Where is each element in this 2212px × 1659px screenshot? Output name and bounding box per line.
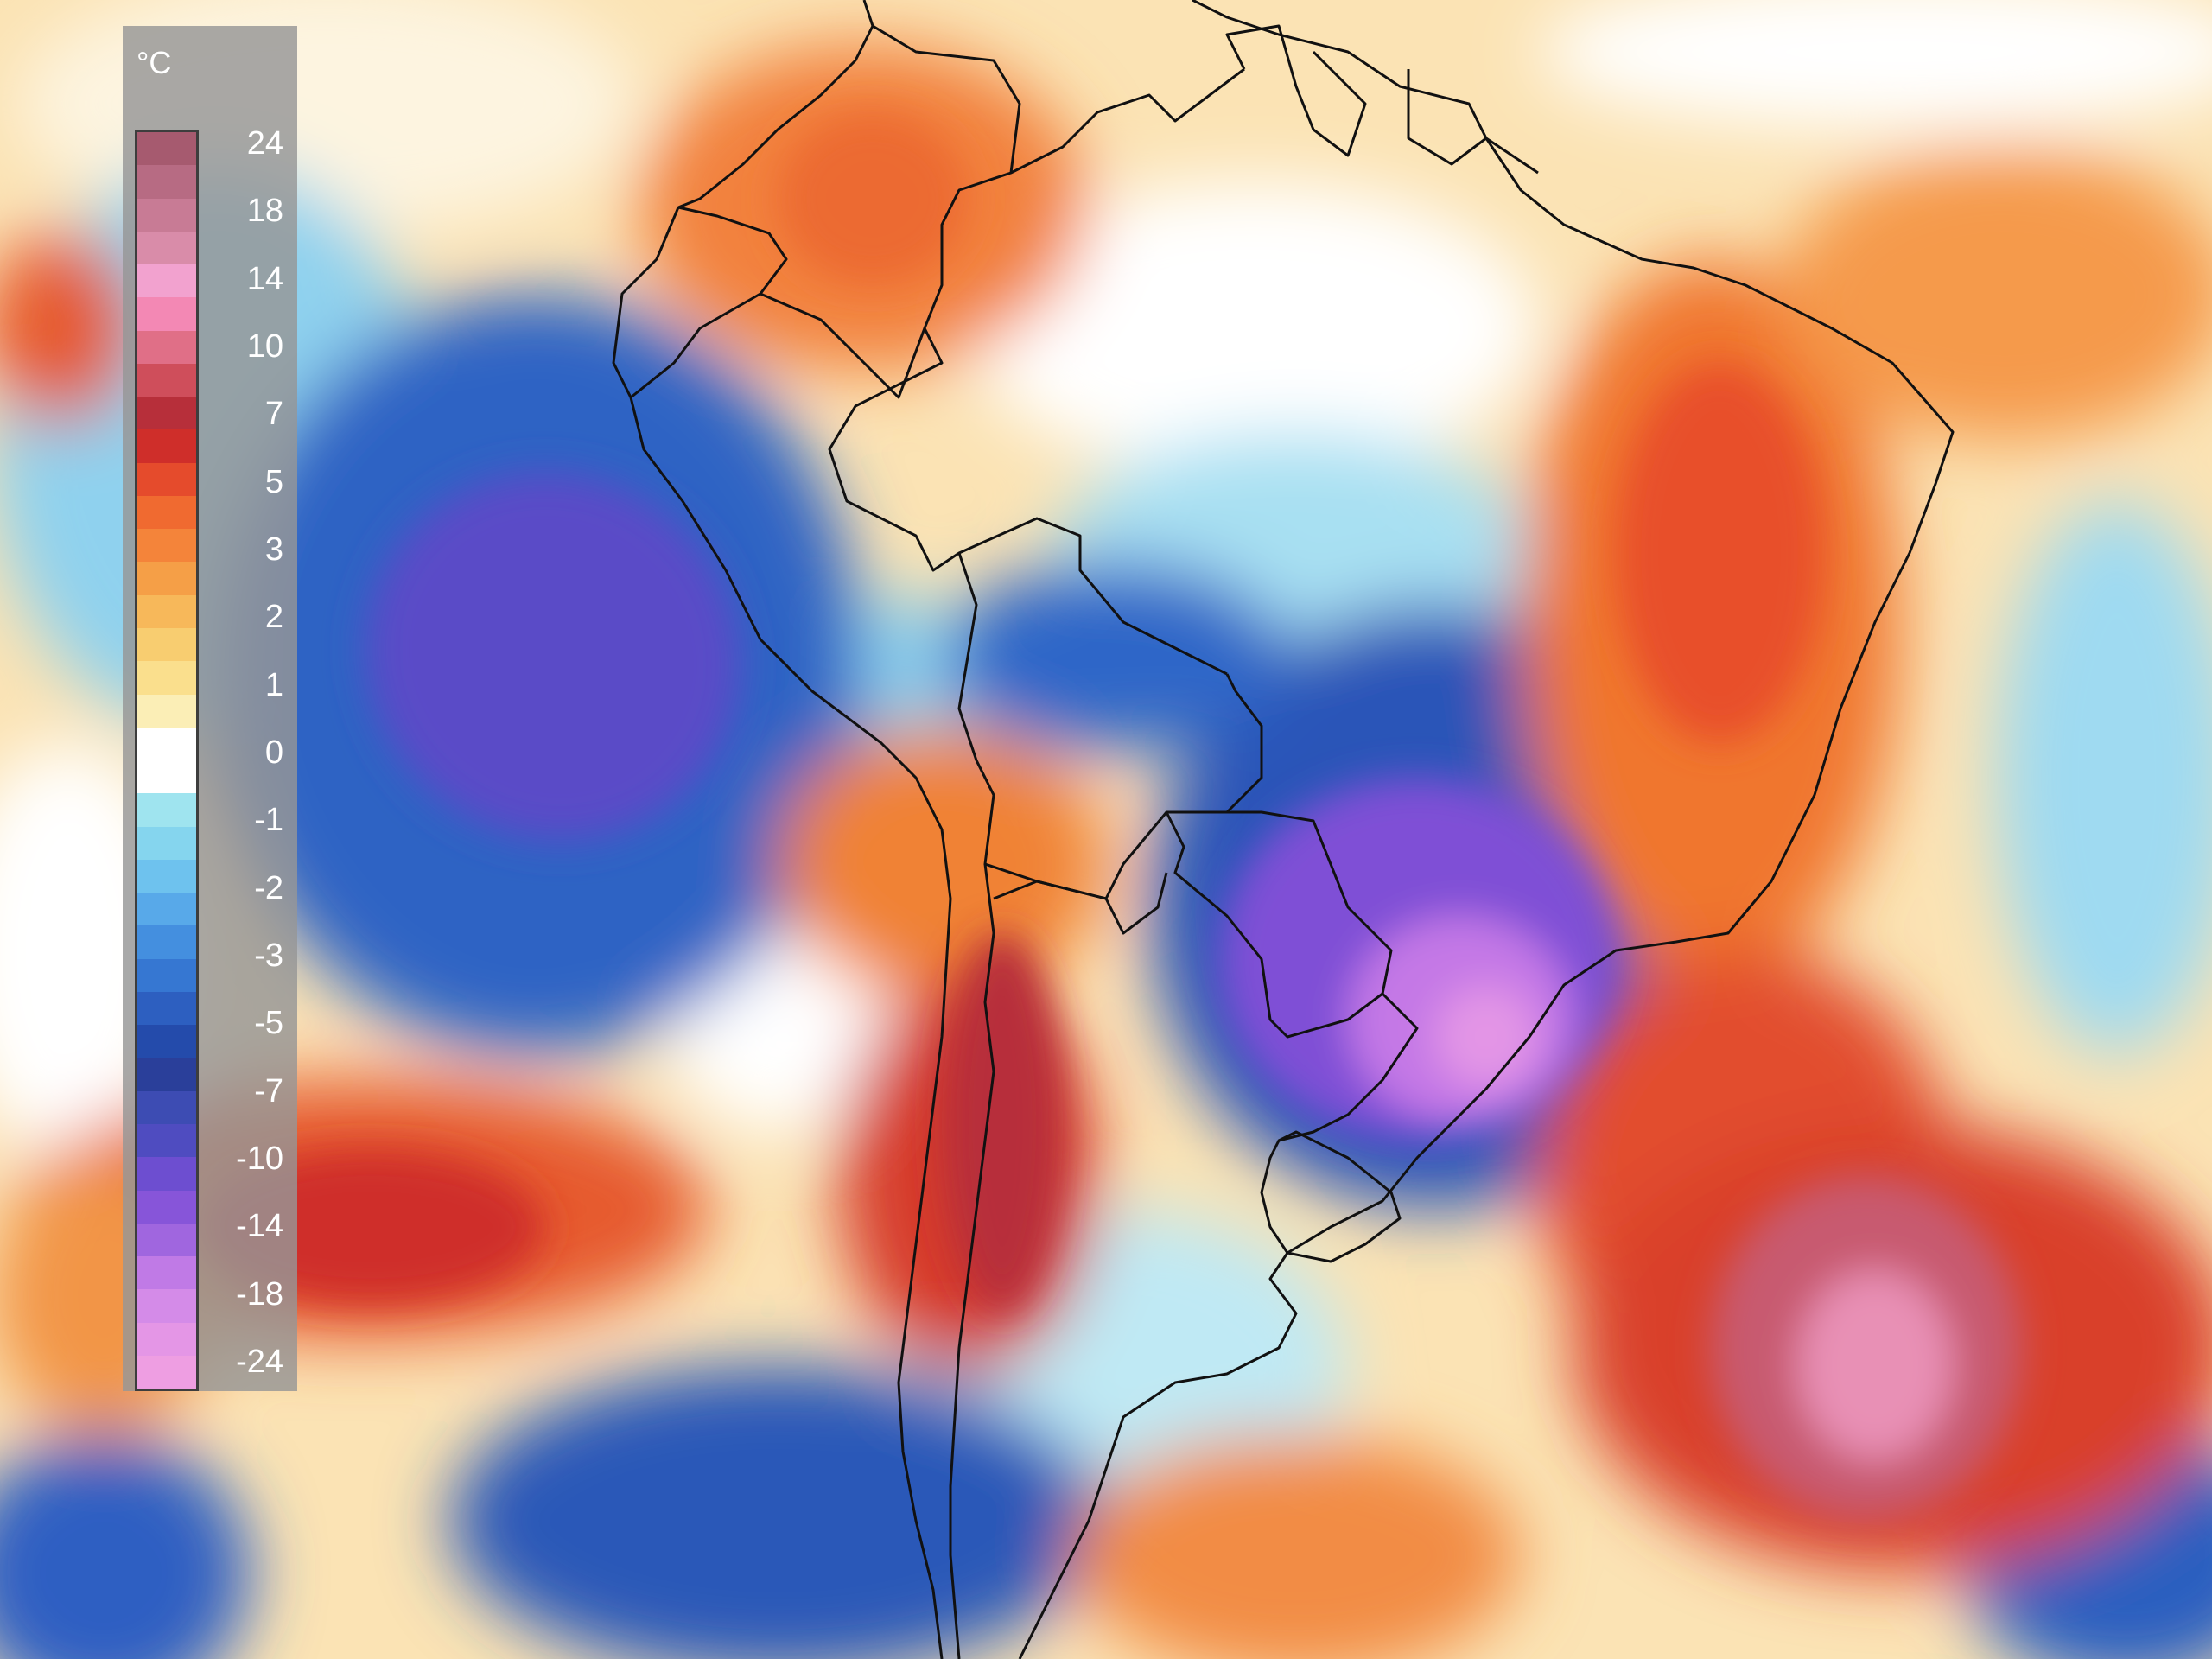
legend-swatch [137, 1090, 196, 1124]
legend-swatch [137, 562, 196, 595]
border-peru-brazil [760, 292, 1228, 676]
legend-swatch [137, 1355, 196, 1389]
legend-swatch [137, 760, 196, 794]
legend-swatch [137, 991, 196, 1026]
legend-tick-label: 1 [264, 666, 283, 703]
legend-tick-label: 3 [264, 531, 283, 568]
legend-swatch [137, 793, 196, 827]
legend-swatch [137, 826, 196, 860]
legend-swatch [137, 859, 196, 893]
legend-swatch [137, 893, 196, 926]
legend-unit-label: °C [137, 45, 172, 80]
legend-swatch [137, 727, 196, 761]
legend-swatch [137, 594, 196, 628]
border-ecuador-colombia [630, 206, 788, 399]
border-argentina-bolivia [993, 872, 1168, 935]
legend-tick-label: -24 [236, 1344, 283, 1380]
legend-swatch [137, 462, 196, 496]
legend-tick-label: -10 [236, 1141, 283, 1177]
legend-swatch [137, 264, 196, 298]
legend-tick-label: 14 [246, 260, 283, 297]
legend-swatch [137, 1256, 196, 1290]
legend-swatch [137, 1322, 196, 1356]
legend-swatch [137, 627, 196, 662]
legend-tick-label: -2 [254, 869, 283, 906]
legend-tick-label: -18 [236, 1275, 283, 1313]
legend-swatch [137, 1157, 196, 1191]
legend-tick-label: -5 [254, 1005, 283, 1042]
legend-swatch [137, 1058, 196, 1091]
legend-tick-label: -3 [254, 938, 283, 974]
legend-tick-label: -7 [254, 1072, 283, 1109]
legend-tick-label: 10 [246, 328, 283, 365]
legend-swatch [137, 297, 196, 331]
legend-swatch [137, 495, 196, 530]
legend-swatch [137, 1289, 196, 1323]
legend-swatch [137, 198, 196, 232]
legend-tick-label: -1 [254, 802, 283, 839]
legend-swatch [137, 958, 196, 992]
legend-tick-label: 7 [264, 396, 283, 433]
legend-tick-label: -14 [236, 1208, 283, 1245]
legend-swatch [137, 661, 196, 695]
legend-swatch [137, 1123, 196, 1158]
legend-swatch [137, 363, 196, 397]
country-borders [612, 0, 1955, 1659]
border-guyanas [1225, 24, 1539, 175]
legend-tick-label: 18 [246, 193, 283, 230]
color-scale-legend: °C 24 18 14 10 7 5 3 2 1 0 -1 -2 -3 -5 -7 -10 -14 -18 -24 [123, 26, 297, 1391]
legend-swatch [137, 231, 196, 265]
border-chile-argentina [949, 863, 995, 1659]
legend-swatch [137, 397, 196, 430]
legend-swatch [137, 1025, 196, 1058]
legend-swatch [137, 529, 196, 563]
legend-tick-label: 2 [264, 599, 283, 636]
border-venezuela-brazil [1010, 67, 1245, 175]
legend-tick-label: 24 [246, 125, 283, 162]
legend-swatch [137, 429, 196, 463]
border-argentina-brazil [1278, 992, 1419, 1142]
border-uruguay [1260, 1130, 1402, 1263]
legend-swatch [137, 1223, 196, 1257]
legend-swatch [137, 1190, 196, 1224]
legend-swatch [137, 330, 196, 364]
border-paraguay [1165, 810, 1393, 1039]
legend-swatch [137, 694, 196, 728]
legend-swatch [137, 925, 196, 959]
legend-swatch [137, 165, 196, 199]
legend-color-bar [135, 130, 199, 1391]
legend-swatch [137, 132, 196, 166]
legend-tick-label: 0 [264, 734, 283, 771]
legend-tick-label: 5 [264, 463, 283, 500]
